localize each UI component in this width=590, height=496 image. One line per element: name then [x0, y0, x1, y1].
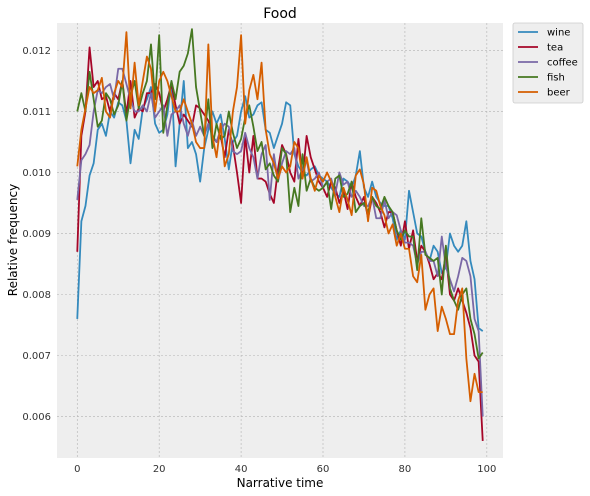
y-tick-label: 0.011: [22, 107, 51, 118]
series-line-tea: [76, 46, 484, 441]
y-axis-title: Relative frequency: [6, 184, 20, 296]
y-tick-label: 0.009: [22, 229, 51, 240]
legend-label-tea: tea: [547, 43, 563, 54]
x-tick-label: 80: [399, 464, 412, 475]
y-tick-label: 0.008: [22, 290, 51, 301]
x-axis-title: Narrative time: [237, 476, 324, 490]
x-tick-label: 20: [153, 464, 166, 475]
series-lines: [76, 28, 484, 441]
x-axis-ticks: 0 20 40 60 80 100: [74, 464, 496, 475]
x-tick-label: 0: [74, 464, 80, 475]
y-tick-label: 0.006: [22, 412, 51, 423]
series-line-fish: [76, 28, 484, 360]
legend-box: [512, 22, 584, 104]
series-line-beer: [76, 31, 483, 403]
legend-label-beer: beer: [547, 88, 571, 99]
legend-label-coffee: coffee: [547, 58, 578, 69]
y-tick-label: 0.010: [22, 168, 51, 179]
x-tick-label: 60: [317, 464, 330, 475]
chart-title: Food: [263, 6, 297, 22]
legend: wine tea coffee fish beer: [512, 22, 584, 104]
legend-label-fish: fish: [547, 73, 565, 84]
x-tick-label: 100: [477, 464, 496, 475]
legend-label-wine: wine: [547, 28, 570, 39]
y-tick-label: 0.007: [22, 351, 51, 362]
x-tick-label: 40: [235, 464, 248, 475]
y-tick-label: 0.012: [22, 46, 51, 57]
y-axis-ticks: 0.006 0.007 0.008 0.009 0.010 0.011 0.012: [22, 46, 51, 423]
